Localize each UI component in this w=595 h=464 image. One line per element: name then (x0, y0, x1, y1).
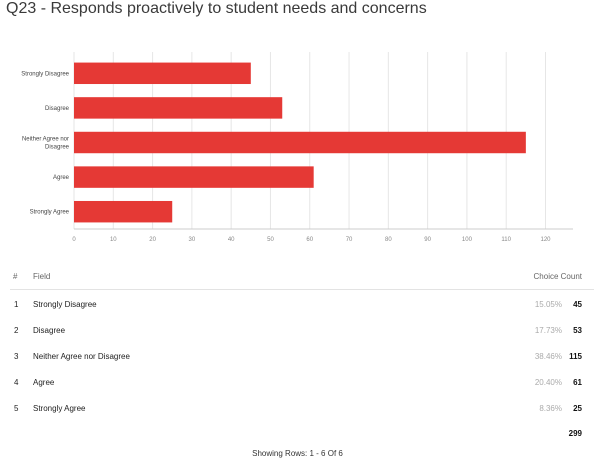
x-tick-label: 0 (72, 237, 76, 243)
column-header-choice-count[interactable]: Choice Count (533, 272, 582, 281)
x-tick-label: 50 (267, 237, 274, 243)
x-tick-label: 10 (110, 237, 117, 243)
category-label: Neither Agree nor (22, 137, 69, 143)
table-row: 5 Strongly Agree 8.36% 25 (0, 398, 595, 418)
category-label: Strongly Disagree (21, 71, 69, 77)
row-number: 5 (14, 404, 19, 413)
row-count: 25 (573, 404, 582, 413)
row-field: Agree (33, 378, 55, 387)
row-number: 3 (14, 352, 19, 361)
table-row: 4 Agree 20.40% 61 (0, 372, 595, 392)
x-tick-label: 80 (385, 237, 392, 243)
x-tick-label: 120 (540, 237, 551, 243)
row-percent: 20.40% (534, 378, 562, 387)
row-field: Disagree (33, 326, 66, 335)
row-field: Strongly Agree (33, 404, 86, 413)
table-row: 2 Disagree 17.73% 53 (0, 320, 595, 340)
pagination-status: Showing Rows: 1 - 6 Of 6 (252, 449, 343, 458)
x-tick-label: 110 (501, 237, 511, 243)
row-count: 45 (573, 300, 582, 309)
column-header-field[interactable]: Field (33, 272, 51, 281)
column-header-number: # (13, 272, 18, 281)
category-label: Disagree (45, 145, 70, 151)
bar (74, 97, 283, 119)
table-header: # Field Choice Count (0, 270, 595, 290)
row-field: Neither Agree nor Disagree (33, 352, 130, 361)
x-tick-label: 90 (424, 237, 431, 243)
row-percent: 8.36% (539, 404, 562, 413)
bar-chart: 0 10 20 30 40 50 60 70 80 90 100 110 120 Strongly Dis… (21, 52, 573, 243)
row-count: 115 (569, 352, 582, 361)
category-label: Strongly Agree (30, 210, 70, 216)
bar (74, 200, 173, 223)
row-number: 2 (14, 326, 19, 335)
bar (74, 166, 314, 188)
row-percent: 17.73% (534, 326, 562, 335)
x-tick-label: 60 (306, 237, 313, 243)
total-count: 299 (568, 429, 582, 438)
row-percent: 38.46% (534, 352, 562, 361)
bar (74, 131, 526, 154)
x-tick-label: 70 (346, 237, 353, 243)
category-label: Agree (53, 175, 70, 181)
bar (74, 62, 251, 85)
x-tick-label: 30 (189, 237, 196, 243)
row-number: 1 (14, 300, 19, 309)
row-number: 4 (14, 378, 19, 387)
x-tick-label: 40 (228, 237, 235, 243)
x-tick-label: 100 (462, 237, 473, 243)
row-count: 53 (573, 326, 582, 335)
row-field: Strongly Disagree (33, 300, 97, 309)
header-divider (10, 289, 594, 290)
category-label: Disagree (45, 106, 70, 112)
page-title: Q23 - Responds proactively to student ne… (6, 0, 427, 17)
table-row: 3 Neither Agree nor Disagree 38.46% 115 (0, 346, 595, 366)
table-row: 1 Strongly Disagree 15.05% 45 (0, 294, 595, 314)
x-tick-label: 20 (149, 237, 156, 243)
row-percent: 15.05% (534, 300, 562, 309)
row-count: 61 (573, 378, 582, 387)
